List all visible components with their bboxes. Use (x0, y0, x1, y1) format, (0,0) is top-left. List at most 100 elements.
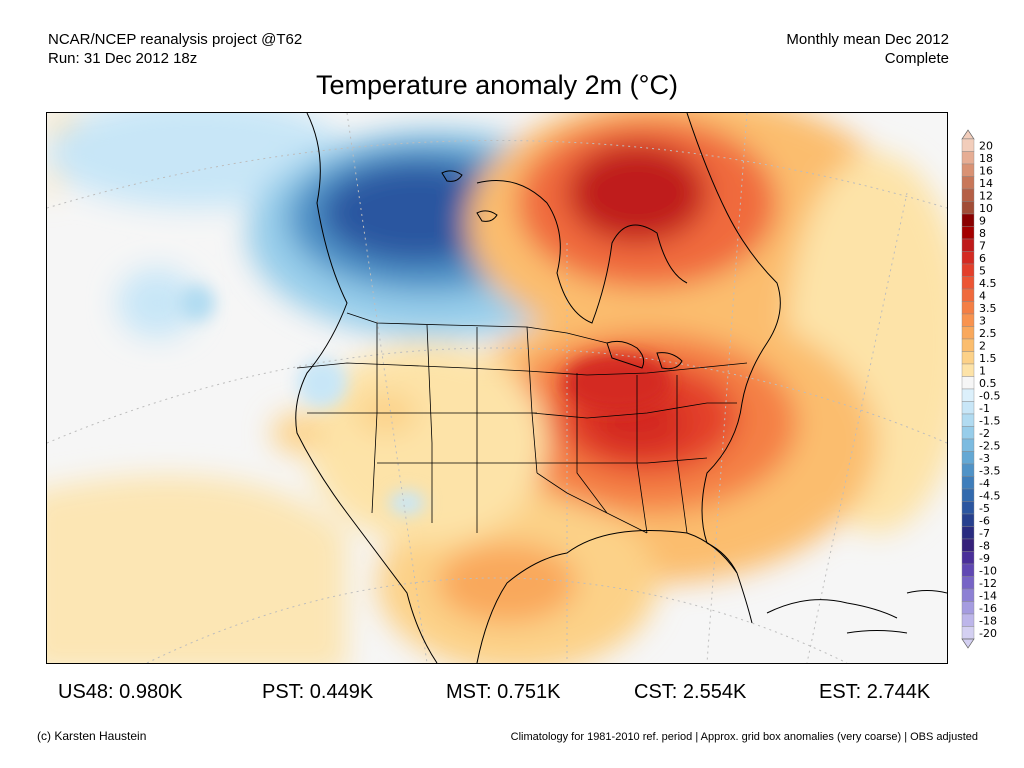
colorbar-swatch (961, 163, 975, 177)
colorbar-label: -18 (979, 614, 997, 627)
colorbar-label: -1.5 (979, 414, 1000, 427)
period-label: Monthly mean Dec 2012 (786, 31, 949, 48)
colorbar-swatch (961, 226, 975, 240)
colorbar-label: -3 (979, 452, 990, 465)
colorbar-swatch (961, 601, 975, 615)
colorbar-label: -10 (979, 564, 997, 577)
colorbar-swatch (961, 488, 975, 502)
colorbar-max-arrow (961, 129, 975, 140)
colorbar-swatch (961, 151, 975, 165)
colorbar-swatch (961, 176, 975, 190)
colorbar-swatch (961, 288, 975, 302)
colorbar-label: 4 (979, 289, 986, 302)
colorbar-label: 3 (979, 314, 986, 327)
colorbar-label: 5 (979, 264, 986, 277)
colorbar-swatch (961, 351, 975, 365)
colorbar-label: 1 (979, 364, 986, 377)
anomaly-shading (47, 113, 947, 663)
colorbar-label: 9 (979, 214, 986, 227)
colorbar-swatch (961, 451, 975, 465)
colorbar-swatch (961, 588, 975, 602)
colorbar-swatch (961, 426, 975, 440)
source-label: NCAR/NCEP reanalysis project @T62 (48, 31, 303, 48)
colorbar-swatch (961, 363, 975, 377)
colorbar-swatch (961, 213, 975, 227)
colorbar-swatch (961, 388, 975, 402)
regional-means: US48: 0.980K PST: 0.449K MST: 0.751K CST… (0, 680, 1024, 706)
est-mean: EST: 2.744K (819, 681, 931, 703)
run-info: NCAR/NCEP reanalysis project @T62 Run: 3… (48, 30, 302, 68)
colorbar-swatch (961, 326, 975, 340)
colorbar-label: 4.5 (979, 277, 997, 290)
anomaly-field (47, 113, 947, 663)
colorbar-swatch (961, 513, 975, 527)
colorbar-swatch (961, 263, 975, 277)
colorbar-label: -5 (979, 502, 990, 515)
colorbar-swatch (961, 613, 975, 627)
colorbar-label: -6 (979, 514, 990, 527)
colorbar-label: -3.5 (979, 464, 1000, 477)
graticule (47, 113, 947, 663)
colorbar-label: -20 (979, 627, 997, 640)
colorbar-swatch (961, 201, 975, 215)
colorbar-label: 1.5 (979, 352, 997, 365)
anomaly-map (46, 112, 948, 664)
colorbar-swatch (961, 138, 975, 152)
colorbar-label: -12 (979, 577, 997, 590)
colorbar-label: -1 (979, 402, 990, 415)
colorbar-swatch (961, 551, 975, 565)
coastlines (295, 113, 947, 663)
colorbar-swatch (961, 463, 975, 477)
colorbar-label: 0.5 (979, 377, 997, 390)
colorbar-swatch (961, 251, 975, 265)
colorbar-label: -4 (979, 477, 990, 490)
borders (296, 312, 748, 534)
colorbar-swatch (961, 301, 975, 315)
colorbar-label: -8 (979, 539, 990, 552)
colorbar-swatch (961, 313, 975, 327)
mst-mean: MST: 0.751K (446, 681, 561, 703)
climatology-note: Climatology for 1981-2010 ref. period | … (510, 731, 978, 743)
colorbar-label: -16 (979, 602, 997, 615)
lakes (441, 170, 683, 370)
run-label: Run: 31 Dec 2012 18z (48, 50, 198, 67)
colorbar-label: 16 (979, 164, 993, 177)
colorbar-swatch (961, 338, 975, 352)
colorbar-label: -9 (979, 552, 990, 565)
colorbar-label: 2 (979, 339, 986, 352)
cst-mean: CST: 2.554K (634, 681, 747, 703)
colorbar-label: 2.5 (979, 327, 997, 340)
colorbar-label: 18 (979, 152, 993, 165)
colorbar-swatch (961, 376, 975, 390)
colorbar-label: 12 (979, 189, 993, 202)
colorbar-swatch (961, 401, 975, 415)
colorbar-swatch (961, 438, 975, 452)
colorbar-label: 14 (979, 177, 993, 190)
colorbar-swatch (961, 276, 975, 290)
colorbar-swatch (961, 563, 975, 577)
pst-mean: PST: 0.449K (262, 681, 374, 703)
us48-mean: US48: 0.980K (58, 681, 183, 703)
credit-label: (c) Karsten Haustein (37, 729, 147, 743)
colorbar-label: 6 (979, 252, 986, 265)
colorbar-swatch (961, 413, 975, 427)
colorbar-label: -2.5 (979, 439, 1000, 452)
status-label: Complete (884, 50, 949, 67)
colorbar-swatch (961, 501, 975, 515)
colorbar-swatch (961, 626, 975, 640)
colorbar-scale: 201816141210987654.543.532.521.510.5-0.5… (961, 129, 1000, 649)
colorbar-swatch (961, 476, 975, 490)
period-info: Monthly mean Dec 2012 Complete (786, 30, 949, 68)
colorbar-swatch (961, 526, 975, 540)
colorbar-min-arrow (961, 638, 975, 649)
colorbar-label: 8 (979, 227, 986, 240)
colorbar-label: 20 (979, 139, 993, 152)
colorbar-swatch (961, 538, 975, 552)
colorbar-label: -2 (979, 427, 990, 440)
colorbar-swatch (961, 576, 975, 590)
map-title: Temperature anomaly 2m (°C) (316, 70, 678, 100)
colorbar-label: 3.5 (979, 302, 997, 315)
colorbar-legend: 20 18 16 14 12 10 9 8 7 6 5 4.5 4 3.5 3 2.5 2 1.5 1 0.5 -0.5… (954, 129, 1024, 649)
colorbar-label: -7 (979, 527, 990, 540)
colorbar-swatch (961, 238, 975, 252)
